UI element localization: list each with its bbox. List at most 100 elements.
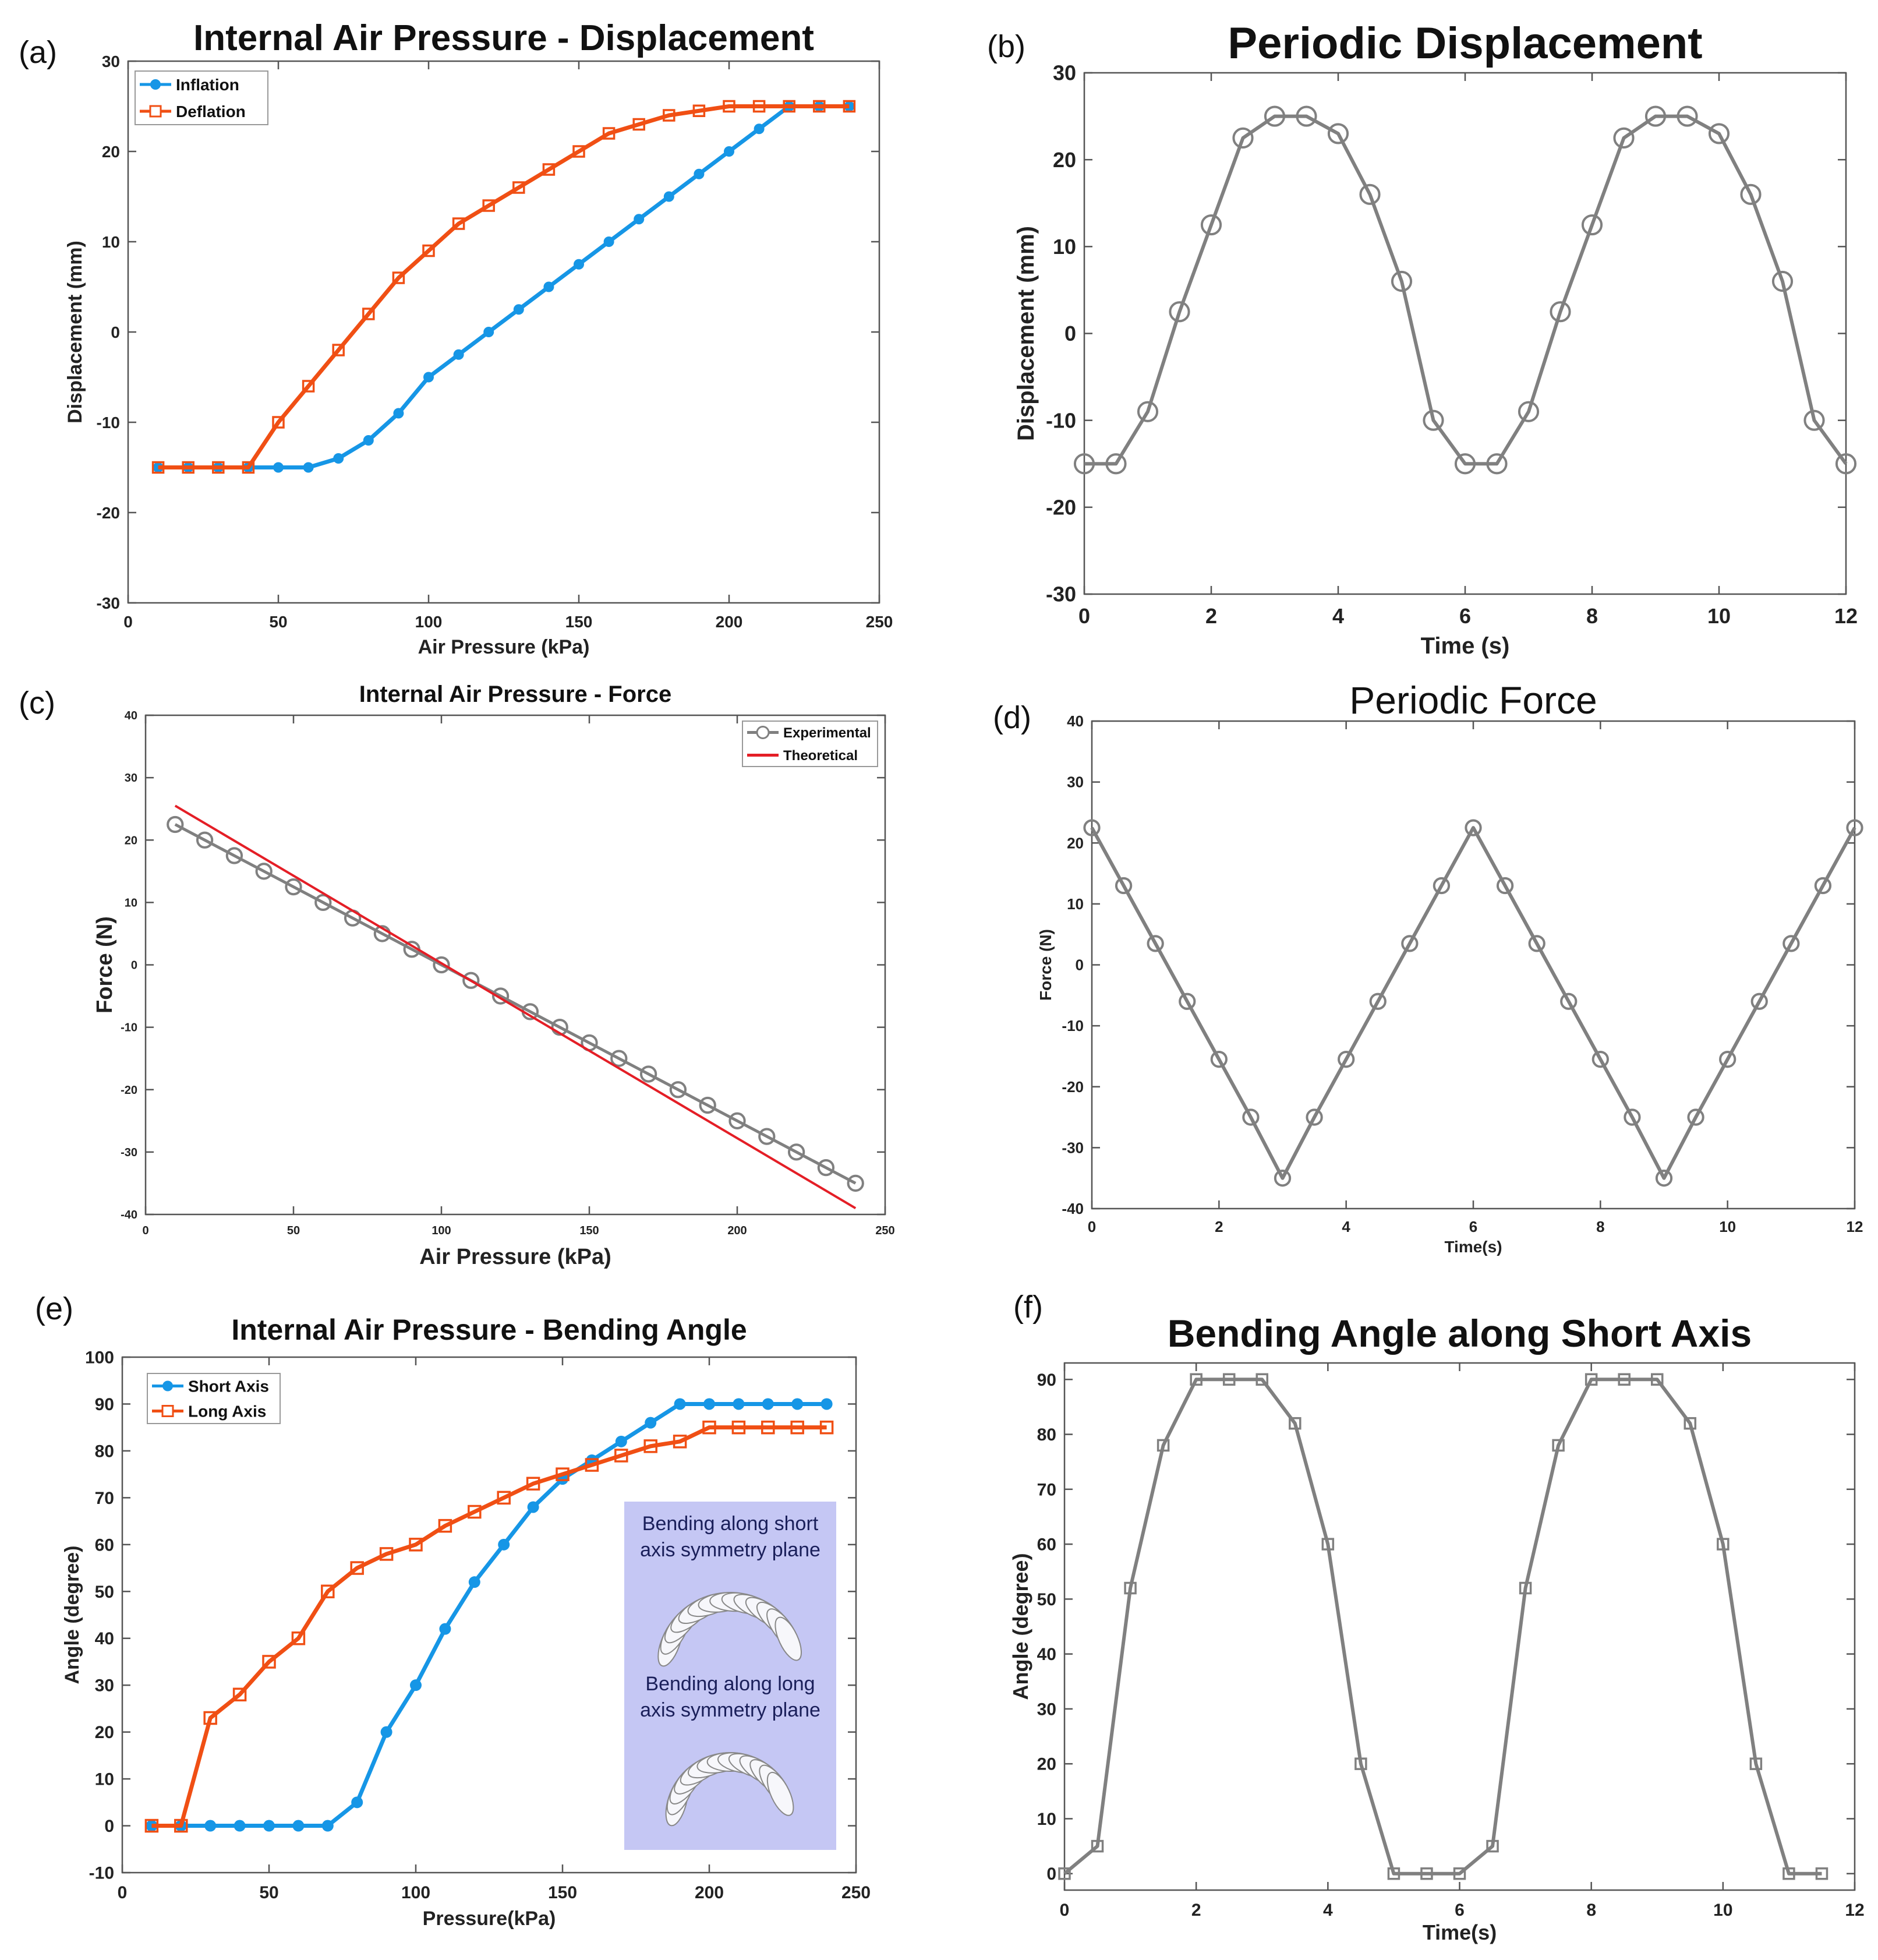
y-tick-label: 10 (125, 896, 137, 909)
x-tick-label: 50 (287, 1224, 300, 1237)
data-point (1242, 1108, 1260, 1126)
data-point (1105, 453, 1127, 475)
x-tick-label: 100 (415, 613, 443, 631)
data-point (1391, 270, 1413, 292)
y-tick-label: 30 (1037, 1700, 1056, 1719)
data-point (1387, 1867, 1400, 1880)
data-point (663, 109, 675, 122)
chart-title: Internal Air Pressure - Bending Angle (231, 1313, 747, 1346)
data-point (1454, 453, 1476, 475)
data-point (1803, 409, 1825, 431)
panel-label-e: (e) (35, 1291, 73, 1326)
plot-frame (127, 60, 880, 604)
y-tick-label: 90 (95, 1395, 114, 1414)
series-line (1063, 1378, 1822, 1876)
data-point (174, 1818, 188, 1833)
data-point (1073, 453, 1095, 475)
data-point (843, 100, 856, 113)
x-axis-label: Time(s) (1423, 1920, 1497, 1944)
y-tick-label: 20 (102, 143, 120, 161)
data-point (543, 281, 554, 292)
data-point (703, 1398, 715, 1410)
data-point (758, 1128, 776, 1145)
x-tick-label: 0 (1060, 1901, 1070, 1920)
y-tick-label: -40 (121, 1209, 137, 1221)
x-tick-label: 150 (548, 1883, 577, 1902)
series-long-axis (144, 1420, 834, 1833)
legend-swatch-marker (161, 1405, 174, 1417)
data-point (1782, 1867, 1795, 1880)
data-point (1550, 301, 1571, 323)
data-point (1190, 1373, 1203, 1386)
x-tick-label: 250 (841, 1883, 871, 1902)
data-point (817, 1159, 835, 1177)
y-axis-label: Displacement (mm) (1013, 226, 1039, 441)
series-line (158, 104, 850, 469)
x-tick-label: 200 (716, 613, 743, 631)
y-tick-label: 40 (125, 709, 137, 722)
data-point (692, 104, 706, 117)
y-tick-label: -10 (97, 414, 120, 432)
actuator-segment (766, 1771, 794, 1816)
data-point (1624, 1108, 1641, 1126)
panel-c: (c) 0 50 100 150 200 250 -40 -30 -20 -10 0 10 20 30 40… (19, 681, 895, 1269)
data-point (1369, 993, 1387, 1010)
data-point (196, 831, 214, 849)
y-tick-label: 0 (104, 1817, 114, 1836)
y-tick-label: -20 (97, 504, 120, 522)
y-tick-label: 0 (111, 323, 120, 341)
data-point (1684, 1417, 1697, 1430)
x-tick-label: 10 (1719, 1218, 1736, 1235)
chart-title: Periodic Force (1349, 679, 1597, 722)
data-point (731, 1420, 746, 1435)
y-tick-label: 70 (95, 1489, 114, 1508)
data-point (673, 1435, 687, 1449)
data-point (1306, 1108, 1323, 1126)
legend-swatch-marker (149, 105, 162, 118)
chart-title: Internal Air Pressure - Displacement (193, 18, 814, 58)
data-point (273, 462, 284, 473)
y-tick-label: -30 (1046, 582, 1076, 606)
data-point (1581, 214, 1603, 236)
data-point (1274, 1170, 1292, 1187)
x-tick-label: 8 (1586, 604, 1598, 628)
data-point (1528, 935, 1545, 952)
y-tick-label: 0 (131, 959, 137, 972)
data-point (1644, 105, 1667, 127)
data-point (452, 217, 465, 230)
legend: Short Axis Long Axis (147, 1373, 281, 1424)
inset-caption: Bending along long (645, 1673, 815, 1695)
panel-a: (a) 0 50 100 150 200 250 -30 -20 -10 0 10 20 30 Inter… (19, 18, 893, 658)
data-point (1255, 1373, 1268, 1386)
data-point (362, 308, 375, 320)
data-point (1401, 935, 1419, 952)
data-point (572, 145, 585, 158)
legend-entry: Experimental (783, 725, 871, 741)
data-point (234, 1820, 246, 1832)
data-point (694, 168, 705, 179)
data-point (498, 1538, 510, 1551)
x-tick-label: 200 (695, 1883, 724, 1902)
y-axis-label: Displacement (mm) (64, 241, 86, 423)
data-point (1156, 1439, 1170, 1452)
x-tick-label: 6 (1459, 604, 1471, 628)
data-point (497, 1491, 511, 1505)
x-axis-label: Air Pressure (kPa) (419, 1245, 611, 1269)
data-point (1058, 1867, 1071, 1880)
data-point (483, 327, 494, 337)
data-point (1846, 819, 1863, 836)
legend-entry: Deflation (176, 103, 246, 121)
data-point (762, 1398, 774, 1410)
x-tick-label: 2 (1191, 1901, 1201, 1920)
data-point (410, 1679, 422, 1691)
inset-caption: axis symmetry plane (640, 1539, 820, 1561)
data-point (791, 1398, 804, 1410)
data-point (527, 1501, 539, 1513)
bending-inset: Bending along short axis symmetry plane Be… (624, 1502, 836, 1850)
data-point (439, 1623, 451, 1635)
x-tick-label: 8 (1586, 1901, 1596, 1920)
data-point (723, 100, 735, 113)
y-tick-label: -20 (1046, 495, 1076, 519)
x-tick-label: 200 (727, 1224, 747, 1237)
series-deflation (151, 100, 856, 474)
